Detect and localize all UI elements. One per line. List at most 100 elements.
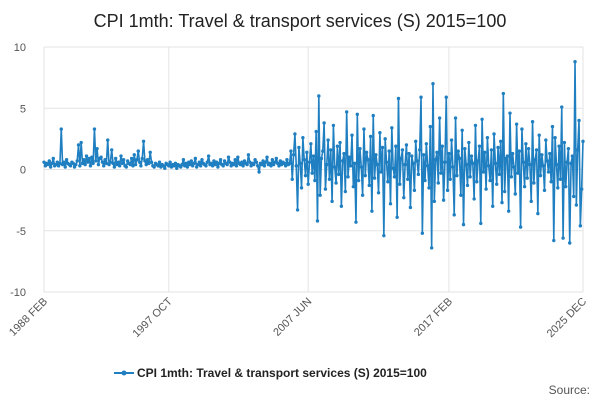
- data-point[interactable]: [132, 153, 136, 157]
- data-point[interactable]: [307, 160, 312, 164]
- data-point[interactable]: [411, 161, 415, 166]
- data-point[interactable]: [143, 159, 147, 163]
- data-point[interactable]: [375, 162, 379, 167]
- data-point[interactable]: [403, 162, 407, 167]
- data-point[interactable]: [492, 132, 496, 136]
- data-point[interactable]: [538, 173, 543, 178]
- data-point[interactable]: [514, 122, 519, 126]
- data-point[interactable]: [383, 137, 387, 141]
- data-point[interactable]: [351, 184, 356, 189]
- data-point[interactable]: [569, 161, 573, 166]
- data-point[interactable]: [542, 188, 547, 193]
- data-point[interactable]: [94, 159, 98, 163]
- data-point[interactable]: [445, 188, 450, 193]
- data-point[interactable]: [552, 238, 556, 243]
- data-point[interactable]: [188, 162, 192, 167]
- data-point[interactable]: [407, 151, 411, 156]
- data-point[interactable]: [556, 186, 560, 190]
- data-point[interactable]: [346, 175, 350, 179]
- data-point[interactable]: [113, 156, 118, 161]
- data-point[interactable]: [425, 164, 430, 168]
- data-point[interactable]: [80, 161, 85, 166]
- data-point[interactable]: [315, 219, 320, 223]
- data-point[interactable]: [460, 128, 464, 132]
- data-point[interactable]: [274, 156, 279, 161]
- data-point[interactable]: [553, 135, 557, 140]
- data-point[interactable]: [477, 144, 482, 148]
- data-point[interactable]: [256, 164, 260, 168]
- data-point[interactable]: [102, 164, 106, 168]
- data-point[interactable]: [210, 164, 215, 168]
- data-point[interactable]: [305, 150, 309, 155]
- data-point[interactable]: [566, 146, 571, 151]
- data-point[interactable]: [398, 182, 402, 186]
- data-point[interactable]: [96, 162, 101, 167]
- data-point[interactable]: [406, 177, 410, 181]
- data-point[interactable]: [483, 150, 487, 155]
- data-point[interactable]: [273, 160, 277, 164]
- data-point[interactable]: [252, 162, 256, 167]
- data-point[interactable]: [362, 127, 366, 131]
- data-point[interactable]: [374, 153, 378, 157]
- data-point[interactable]: [76, 143, 81, 147]
- data-point[interactable]: [382, 233, 386, 238]
- data-point[interactable]: [137, 160, 142, 164]
- data-point[interactable]: [496, 145, 500, 150]
- data-point[interactable]: [384, 160, 389, 164]
- data-point[interactable]: [360, 193, 365, 197]
- data-point[interactable]: [338, 140, 342, 145]
- data-point[interactable]: [168, 160, 172, 164]
- data-point[interactable]: [325, 162, 329, 167]
- data-point[interactable]: [367, 183, 371, 188]
- data-point[interactable]: [468, 175, 472, 179]
- data-point[interactable]: [317, 94, 321, 98]
- data-point[interactable]: [78, 164, 82, 168]
- data-point[interactable]: [163, 166, 167, 170]
- data-point[interactable]: [88, 164, 93, 168]
- data-point[interactable]: [313, 178, 317, 183]
- data-point[interactable]: [87, 156, 91, 161]
- data-point[interactable]: [459, 193, 463, 197]
- data-point[interactable]: [463, 146, 467, 151]
- data-point[interactable]: [295, 208, 300, 212]
- data-point[interactable]: [508, 111, 512, 115]
- data-point[interactable]: [410, 154, 414, 158]
- data-point[interactable]: [58, 161, 62, 166]
- data-point[interactable]: [299, 186, 304, 190]
- data-point[interactable]: [363, 173, 367, 178]
- data-point[interactable]: [48, 165, 53, 169]
- data-point[interactable]: [444, 95, 448, 99]
- data-point[interactable]: [520, 127, 524, 131]
- data-point[interactable]: [476, 159, 480, 163]
- data-point[interactable]: [248, 160, 252, 164]
- data-point[interactable]: [431, 82, 435, 86]
- data-point[interactable]: [278, 159, 283, 163]
- data-point[interactable]: [185, 165, 190, 169]
- data-point[interactable]: [525, 176, 529, 180]
- data-point[interactable]: [366, 158, 370, 162]
- data-point[interactable]: [302, 158, 306, 162]
- data-point[interactable]: [371, 113, 375, 118]
- data-point[interactable]: [62, 160, 66, 164]
- data-point[interactable]: [193, 156, 198, 161]
- data-point[interactable]: [254, 160, 259, 164]
- data-point[interactable]: [522, 184, 527, 189]
- data-point[interactable]: [536, 211, 540, 216]
- data-point[interactable]: [309, 142, 313, 146]
- data-point[interactable]: [117, 164, 122, 168]
- data-point[interactable]: [71, 161, 75, 166]
- data-point[interactable]: [75, 159, 79, 163]
- data-point[interactable]: [427, 186, 431, 190]
- data-point[interactable]: [206, 154, 211, 158]
- data-point[interactable]: [577, 118, 581, 123]
- data-point[interactable]: [149, 160, 154, 164]
- data-point[interactable]: [236, 155, 240, 159]
- data-point[interactable]: [108, 160, 113, 164]
- data-point[interactable]: [534, 148, 539, 152]
- data-point[interactable]: [358, 146, 362, 151]
- data-point[interactable]: [545, 159, 549, 163]
- data-point[interactable]: [341, 159, 345, 163]
- data-point[interactable]: [198, 164, 203, 168]
- data-point[interactable]: [111, 161, 115, 166]
- data-point[interactable]: [352, 161, 357, 166]
